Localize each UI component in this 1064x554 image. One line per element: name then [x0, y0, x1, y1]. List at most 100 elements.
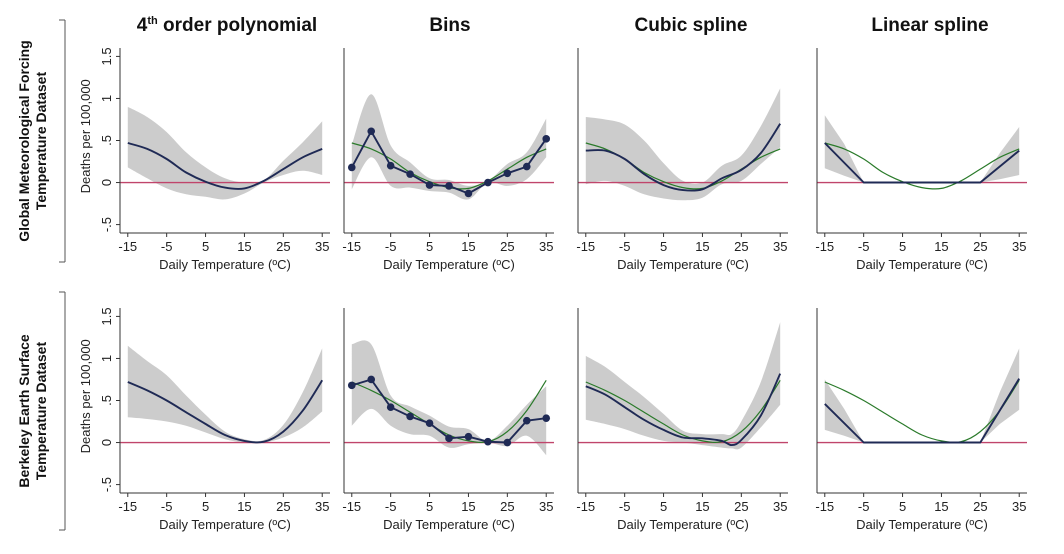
col-title-bins: Bins: [429, 15, 470, 36]
x-tick-label: 5: [202, 499, 209, 514]
bin-point: [347, 163, 356, 172]
estimate-line: [127, 142, 323, 190]
x-tick-label: -5: [619, 239, 631, 254]
bin-point: [386, 161, 395, 170]
confidence-band: [351, 94, 547, 200]
row-title-2: Berkeley Earth Surface Temperature Datas…: [16, 291, 66, 531]
x-tick-label: 15: [695, 239, 709, 254]
x-tick-label: 25: [500, 499, 514, 514]
x-tick-label: -15: [815, 499, 834, 514]
reference-fit-line: [585, 379, 781, 443]
bin-point: [542, 414, 551, 422]
x-axis-label: Daily Temperature (ºC): [383, 517, 515, 532]
x-tick-label: 35: [539, 239, 553, 254]
confidence-band: [824, 115, 1020, 183]
x-tick-label: 5: [899, 239, 906, 254]
x-tick-label: -15: [118, 499, 137, 514]
x-axis-label: Daily Temperature (ºC): [856, 517, 988, 532]
confidence-band: [585, 88, 781, 201]
estimate-line: [824, 142, 1020, 184]
col-title-polynomial: 4th order polynomial: [137, 15, 317, 36]
reference-fit-line: [824, 142, 1020, 190]
y-tick-label: 1.5: [99, 307, 114, 325]
bin-point: [347, 381, 356, 390]
y-tick-label: 1.5: [99, 47, 114, 65]
x-tick-label: 5: [202, 239, 209, 254]
x-tick-label: 5: [899, 499, 906, 514]
row-title-1: Global Meteorological Forcing Temperatur…: [16, 19, 66, 263]
x-tick-label: -15: [342, 239, 361, 254]
x-tick-label: -5: [161, 239, 173, 254]
x-tick-label: 35: [539, 499, 553, 514]
panel-r1-c3: -15 -5 5 15 25 35 Daily Temperature (ºC): [576, 48, 788, 272]
x-tick-label: 15: [934, 499, 948, 514]
y-tick-label: -.5: [99, 217, 114, 232]
x-tick-label: -5: [161, 499, 173, 514]
x-tick-label: -15: [576, 239, 595, 254]
bin-point: [386, 403, 395, 412]
bin-point: [406, 412, 414, 421]
bin-point: [425, 419, 434, 428]
x-tick-label: -15: [815, 239, 834, 254]
x-tick-label: 35: [315, 499, 329, 514]
x-tick-label: 5: [660, 499, 667, 514]
bin-point: [484, 437, 492, 446]
row-title-2-line-2: Temperature Dataset: [33, 342, 49, 481]
x-tick-label: 5: [660, 239, 667, 254]
x-tick-label: 5: [426, 499, 433, 514]
estimate-line: [585, 373, 782, 447]
panel-r1-c2: -15 -5 5 15 25 35 Daily Temperature (ºC): [342, 48, 554, 272]
bin-point: [542, 135, 551, 143]
estimate-line: [824, 378, 1021, 444]
bin-point: [425, 181, 434, 189]
x-tick-label: 25: [734, 499, 748, 514]
x-tick-label: 15: [461, 239, 475, 254]
bin-point: [464, 189, 473, 198]
bin-point: [522, 416, 531, 425]
x-tick-label: -5: [619, 499, 631, 514]
row-title-1-line-2: Temperature Dataset: [33, 72, 49, 211]
row-title-1-line-1: Global Meteorological Forcing: [16, 40, 32, 241]
x-tick-label: 25: [500, 239, 514, 254]
bin-point: [445, 434, 453, 443]
bin-point: [367, 127, 376, 136]
x-tick-label: 35: [1012, 239, 1026, 254]
y-tick-label: 0: [99, 179, 114, 186]
panel-r2-c4: -15 -5 5 15 25 35 Daily Temperature (ºC): [815, 308, 1027, 532]
y-tick-label: .5: [99, 395, 114, 406]
y-tick-label: 0: [99, 439, 114, 446]
y-tick-label: -.5: [99, 477, 114, 492]
x-axis-label: Daily Temperature (ºC): [856, 257, 988, 272]
x-tick-label: 35: [1012, 499, 1026, 514]
row-title-2-line-1: Berkeley Earth Surface: [16, 334, 32, 488]
x-tick-label: 35: [315, 239, 329, 254]
x-tick-label: 15: [237, 499, 251, 514]
x-axis-label: Daily Temperature (ºC): [617, 517, 749, 532]
x-axis-label: Daily Temperature (ºC): [383, 257, 515, 272]
x-tick-label: 35: [773, 239, 787, 254]
confidence-band: [824, 348, 1020, 443]
x-tick-label: 5: [426, 239, 433, 254]
x-tick-label: 25: [276, 499, 290, 514]
x-tick-label: -5: [385, 499, 397, 514]
bin-point: [445, 182, 453, 190]
panel-r2-c2: -15 -5 5 15 25 35 Daily Temperature (ºC): [342, 308, 554, 532]
bin-point: [484, 178, 492, 187]
y-tick-label: 1: [99, 95, 114, 102]
y-axis-label: Deaths per 100,000: [78, 339, 93, 453]
x-tick-label: -5: [385, 239, 397, 254]
reference-fit-line: [824, 379, 1020, 443]
bin-point: [522, 162, 531, 171]
bin-point: [503, 438, 512, 447]
panel-r1-c1: -15 -5 5 15 25 35 Daily Temperature (ºC) -.5 0 .5…: [78, 47, 330, 272]
x-tick-label: 25: [973, 239, 987, 254]
x-tick-label: -15: [576, 499, 595, 514]
bin-point: [367, 375, 376, 384]
y-tick-label: 1: [99, 355, 114, 362]
x-tick-label: -5: [858, 239, 870, 254]
col-title-cubic-spline: Cubic spline: [635, 15, 748, 36]
confidence-band: [127, 345, 323, 444]
y-axis-label: Deaths per 100,000: [78, 79, 93, 193]
x-tick-label: -5: [858, 499, 870, 514]
